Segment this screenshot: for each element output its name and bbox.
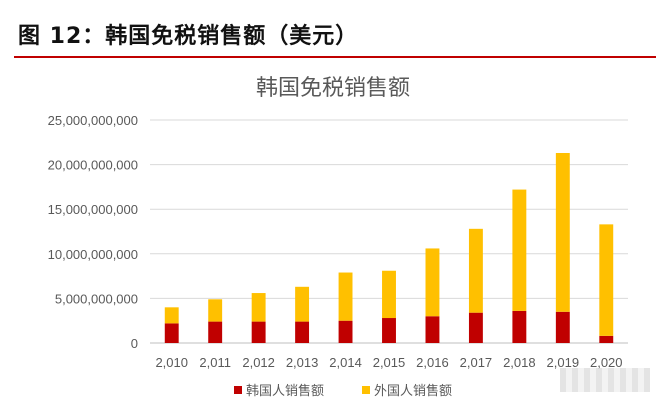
bar-korean bbox=[468, 312, 483, 343]
bar-korean bbox=[599, 335, 614, 343]
bar-foreign bbox=[468, 228, 483, 313]
x-tick-label: 2,010 bbox=[155, 355, 188, 370]
x-tick-label: 2,016 bbox=[416, 355, 449, 370]
bar-korean bbox=[338, 320, 353, 343]
legend-label: 韩国人销售额 bbox=[246, 383, 324, 399]
x-tick-label: 2,018 bbox=[503, 355, 536, 370]
bar-foreign bbox=[599, 224, 614, 336]
bar-korean bbox=[555, 311, 570, 343]
bar-foreign bbox=[208, 299, 223, 322]
x-tick-label: 2,011 bbox=[199, 355, 231, 370]
x-tick-label: 2,017 bbox=[460, 355, 493, 370]
y-tick-label: 0 bbox=[131, 336, 138, 351]
bar-foreign bbox=[295, 286, 310, 322]
bar-korean bbox=[512, 310, 527, 343]
watermark bbox=[560, 368, 650, 392]
bar-foreign bbox=[512, 189, 527, 311]
y-axis-ticks: 0 5,000,000,000 10,000,000,000 15,000,000,0… bbox=[48, 113, 138, 351]
figure-title: 图 12：韩国免税销售额（美元） bbox=[18, 24, 359, 49]
chart-title: 韩国免税销售额 bbox=[255, 76, 410, 101]
legend-label: 外国人销售额 bbox=[374, 383, 452, 399]
bars bbox=[164, 153, 614, 343]
y-tick-label: 20,000,000,000 bbox=[48, 158, 138, 173]
y-tick-label: 5,000,000,000 bbox=[55, 291, 138, 306]
y-tick-label: 25,000,000,000 bbox=[48, 113, 138, 128]
bar-korean bbox=[208, 321, 223, 343]
x-tick-label: 2,020 bbox=[590, 355, 623, 370]
x-axis-ticks: 2,010 2,011 2,012 2,013 2,014 2,015 2,016 2,017… bbox=[155, 355, 622, 370]
bar-korean bbox=[164, 323, 179, 343]
x-tick-label: 2,013 bbox=[286, 355, 319, 370]
bar-foreign bbox=[425, 248, 440, 317]
bar-foreign bbox=[382, 270, 396, 319]
bar-korean bbox=[425, 316, 440, 343]
title-rule bbox=[14, 56, 656, 58]
legend-swatch bbox=[362, 386, 370, 394]
x-tick-label: 2,019 bbox=[547, 355, 580, 370]
x-tick-label: 2,015 bbox=[373, 355, 406, 370]
bar-korean bbox=[295, 321, 310, 343]
bar-foreign bbox=[251, 293, 266, 322]
x-tick-label: 2,012 bbox=[242, 355, 275, 370]
legend: 韩国人销售额 外国人销售额 bbox=[234, 383, 452, 399]
legend-swatch bbox=[234, 386, 242, 394]
y-tick-label: 15,000,000,000 bbox=[48, 202, 138, 217]
bar-foreign bbox=[164, 307, 179, 324]
bar-foreign bbox=[555, 153, 570, 312]
y-tick-label: 10,000,000,000 bbox=[48, 247, 138, 262]
grid-lines bbox=[150, 119, 628, 344]
x-tick-label: 2,014 bbox=[329, 355, 362, 370]
bar-foreign bbox=[338, 272, 353, 321]
bar-korean bbox=[251, 321, 266, 343]
bar-korean bbox=[382, 318, 396, 343]
